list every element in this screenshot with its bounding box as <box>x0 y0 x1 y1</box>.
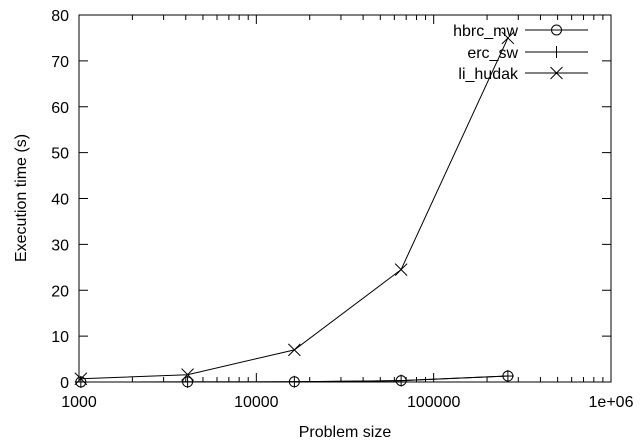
marker-stroke <box>74 372 88 386</box>
legend-item: li_hudak <box>458 66 588 83</box>
data-point <box>74 372 88 386</box>
y-tick-label: 50 <box>51 146 69 163</box>
data-point <box>181 375 194 388</box>
y-tick-label: 10 <box>51 329 69 346</box>
plot-frame <box>78 14 612 383</box>
legend-label: erc_sw <box>467 45 518 62</box>
legend-item: hbrc_mw <box>453 23 588 40</box>
x-axis-label: Problem size <box>299 424 392 441</box>
legend-label: hbrc_mw <box>453 23 518 40</box>
y-tick-label: 30 <box>51 237 69 254</box>
data-point <box>395 374 408 387</box>
data-point <box>501 370 514 383</box>
marker-stroke <box>394 263 408 276</box>
legend-marker <box>550 66 563 80</box>
y-tick-label: 80 <box>51 8 69 25</box>
series-line <box>80 37 509 380</box>
x-tick-label: 10000 <box>234 394 279 411</box>
x-tick-label: 1000 <box>61 394 97 411</box>
legend-item: erc_sw <box>467 45 588 62</box>
series-erc-sw <box>74 370 514 388</box>
data-point <box>288 375 301 388</box>
y-axis-label: Execution time (s) <box>13 134 30 262</box>
y-tick-label: 40 <box>51 192 69 209</box>
y-tick-label: 70 <box>51 54 69 71</box>
data-point <box>288 343 301 357</box>
y-tick-label: 60 <box>51 100 69 117</box>
data-point <box>501 31 515 45</box>
x-tick-label: 100000 <box>407 394 460 411</box>
legend-marker <box>551 24 562 36</box>
marker-stroke <box>550 66 563 80</box>
x-tick-label: 1e+06 <box>589 394 634 411</box>
legend-marker <box>550 46 563 58</box>
legend: hbrc_mw erc_sw li_hudak <box>453 23 588 83</box>
marker-stroke <box>288 343 301 357</box>
y-tick-label: 0 <box>60 375 69 392</box>
series-li-hudak <box>74 31 515 386</box>
data-point <box>394 263 408 276</box>
data-point <box>181 368 194 382</box>
marker-stroke <box>181 368 194 382</box>
series-layer <box>74 31 515 388</box>
axis-ticks: 1000 10000 100000 1e+06 0 10 20 30 40 50 60 70 80 <box>51 8 633 411</box>
marker-stroke <box>501 31 515 45</box>
legend-label: li_hudak <box>458 66 519 83</box>
y-tick-label: 20 <box>51 283 69 300</box>
data-point <box>74 375 87 388</box>
